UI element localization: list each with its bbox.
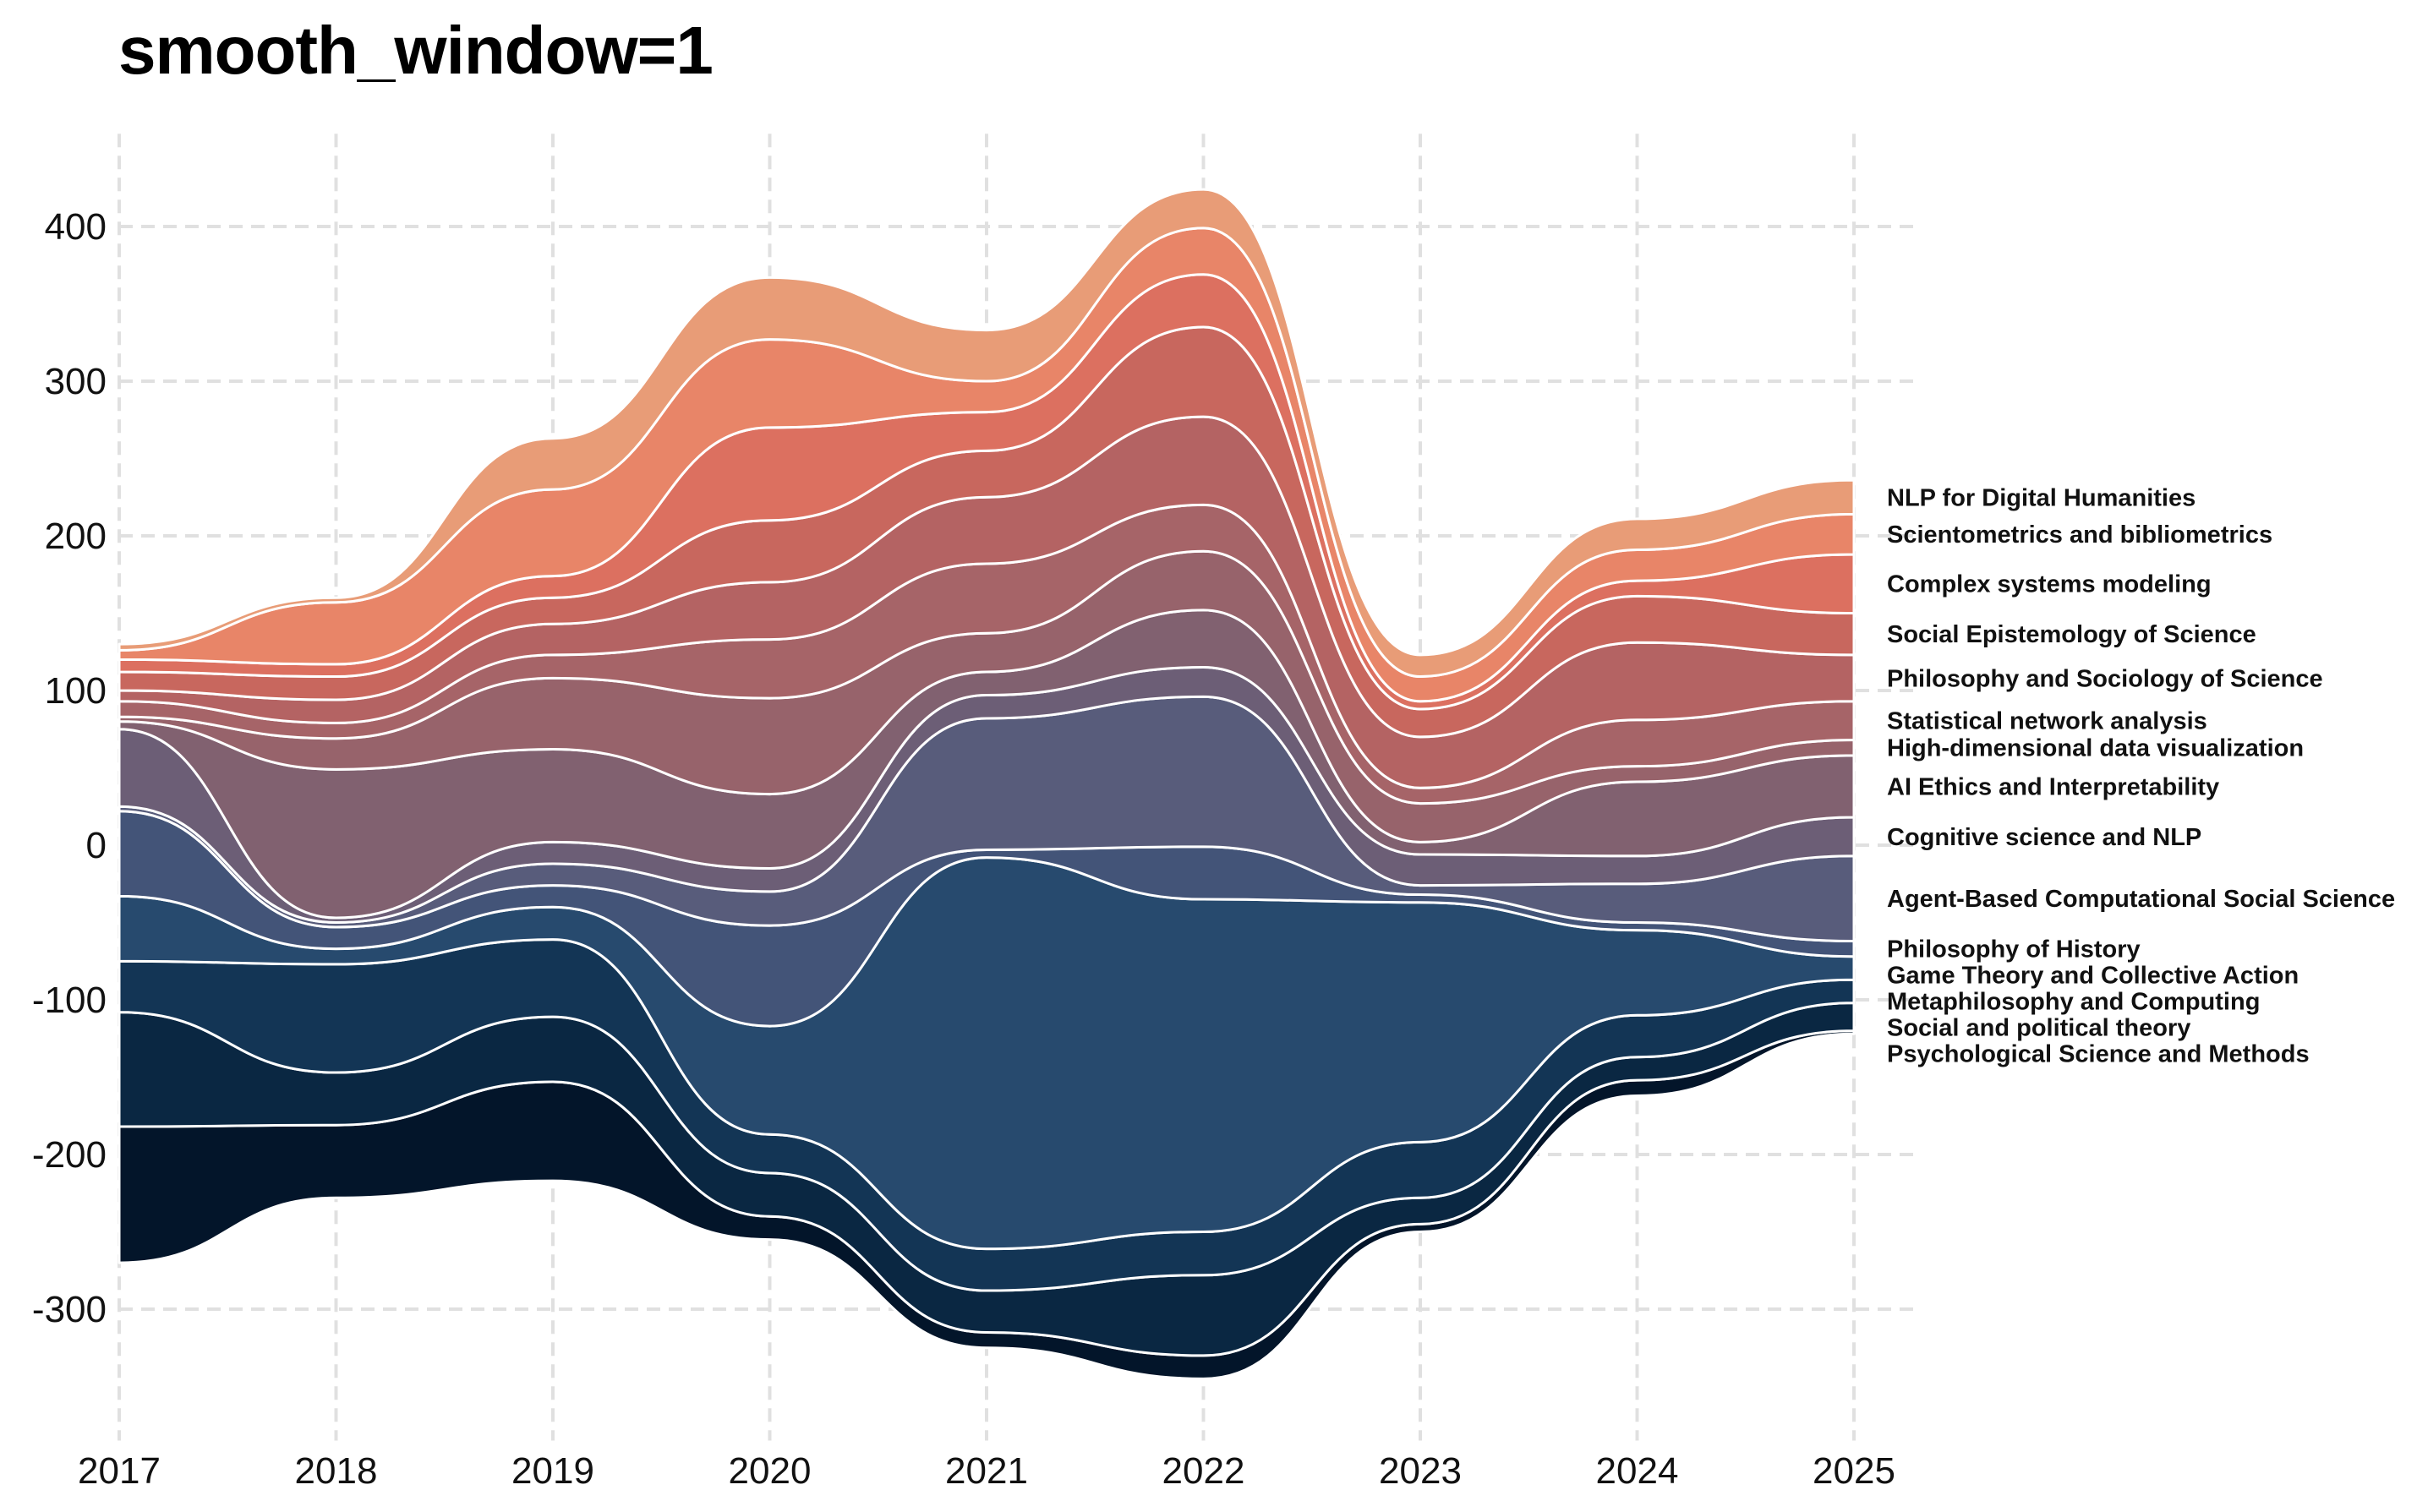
x-tick-label: 2024 [1596, 1450, 1679, 1492]
x-tick-label: 2017 [78, 1450, 161, 1492]
y-tick-label: 200 [45, 516, 107, 557]
stream-layers [118, 188, 1856, 1380]
series-label-ai-ethics-and-interpretability: AI Ethics and Interpretability [1887, 773, 2219, 800]
x-axis-ticks: 2017 2018 2019 2020 2021 2022 2023 2024 2025 [78, 1450, 1895, 1492]
y-tick-label: -200 [32, 1134, 107, 1176]
series-label-game-theory-and-collective-action: Game Theory and Collective Action [1887, 963, 2299, 990]
series-label-complex-systems-modeling: Complex systems modeling [1887, 571, 2212, 598]
series-label-high-dimensional-data-visualization: High-dimensional data visualization [1887, 735, 2304, 762]
y-tick-label: 0 [86, 825, 107, 866]
x-tick-label: 2022 [1162, 1450, 1245, 1492]
x-tick-label: 2025 [1813, 1450, 1895, 1492]
series-label-scientometrics-and-bibliometrics: Scientometrics and bibliometrics [1887, 521, 2272, 549]
x-tick-label: 2020 [729, 1450, 812, 1492]
y-tick-label: 300 [45, 361, 107, 402]
y-tick-label: 400 [45, 206, 107, 248]
series-label-philosophy-and-sociology-of-science: Philosophy and Sociology of Science [1887, 665, 2323, 692]
series-label-statistical-network-analysis: Statistical network analysis [1887, 708, 2207, 735]
series-label-social-epistemology-of-science: Social Epistemology of Science [1887, 621, 2256, 648]
chart-title: smooth_window=1 [118, 13, 714, 88]
series-label-nlp-for-digital-humanities: NLP for Digital Humanities [1887, 484, 2196, 511]
series-label-psychological-science-and-methods: Psychological Science and Methods [1887, 1041, 2310, 1068]
x-tick-label: 2021 [945, 1450, 1028, 1492]
stream-layer-nlp-for-digital-humanities [118, 188, 1856, 679]
series-label-metaphilosophy-and-computing: Metaphilosophy and Computing [1887, 989, 2260, 1016]
series-label-agent-based-computational-social-science: Agent-Based Computational Social Science [1887, 886, 2395, 913]
series-labels: Psychological Science and MethodsSocial … [1887, 484, 2395, 1067]
series-label-philosophy-of-history: Philosophy of History [1887, 936, 2141, 963]
series-label-social-and-political-theory: Social and political theory [1887, 1015, 2190, 1042]
series-label-cognitive-science-and-nlp: Cognitive science and NLP [1887, 824, 2201, 851]
y-tick-label: 100 [45, 670, 107, 712]
y-tick-label: -100 [32, 980, 107, 1021]
x-tick-label: 2019 [511, 1450, 594, 1492]
x-tick-label: 2023 [1379, 1450, 1462, 1492]
y-axis-ticks: -300 -200 -100 0 100 200 300 400 [32, 206, 107, 1330]
x-tick-label: 2018 [295, 1450, 378, 1492]
y-tick-label: -300 [32, 1289, 107, 1330]
